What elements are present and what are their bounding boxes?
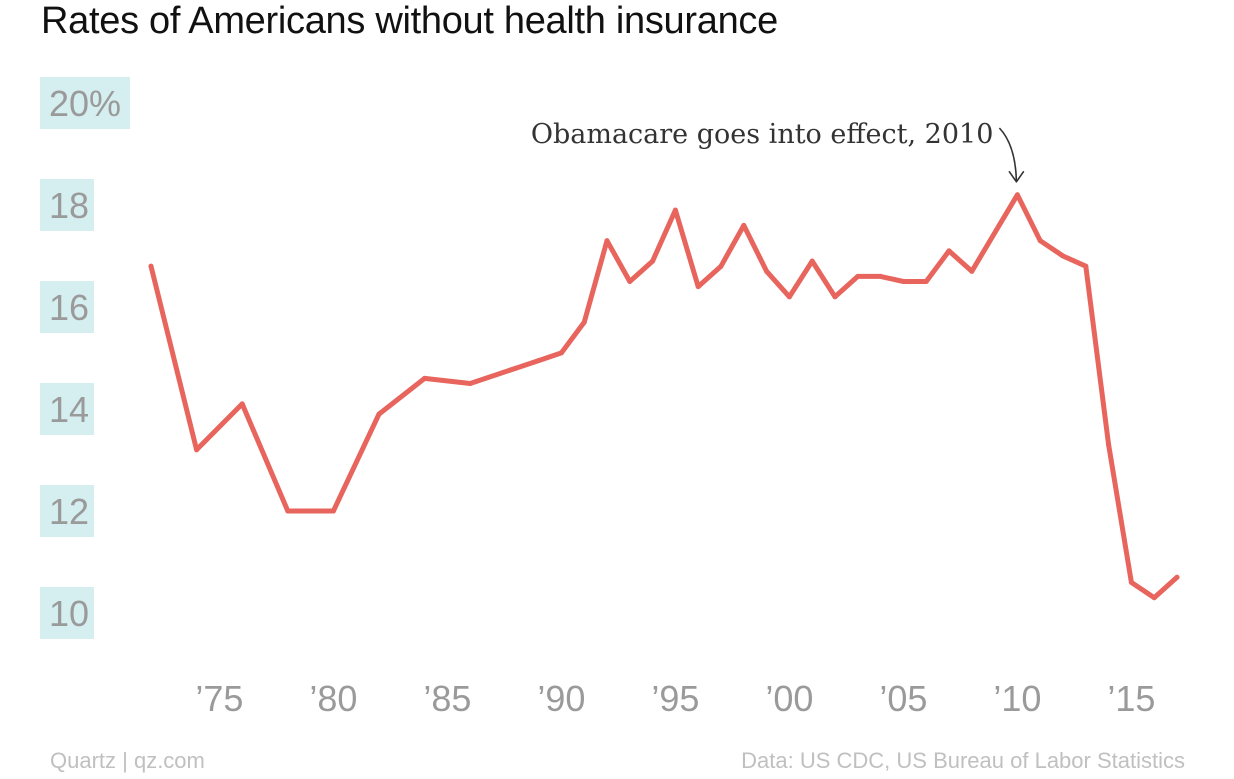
- data-point: [422, 375, 428, 381]
- data-point: [604, 238, 610, 244]
- data-point: [558, 350, 564, 356]
- x-tick-label: ’00: [765, 678, 813, 719]
- data-point: [194, 447, 200, 453]
- y-tick-label: 20%: [49, 83, 121, 124]
- data-point: [1060, 253, 1066, 259]
- data-source: Data: US CDC, US Bureau of Labor Statist…: [741, 748, 1185, 773]
- data-point: [376, 411, 382, 417]
- y-tick-background: [40, 485, 94, 537]
- data-point: [1151, 595, 1157, 601]
- x-tick-label: ’80: [309, 678, 357, 719]
- data-point: [946, 248, 952, 254]
- x-tick-label: ’75: [195, 678, 243, 719]
- data-point: [536, 358, 542, 364]
- y-axis: 20% 18 16 14 12 10: [40, 77, 130, 639]
- annotation-arrow: [998, 127, 1018, 181]
- annotation-layer: Obamacare goes into effect, 2010: [531, 119, 1025, 183]
- data-point: [900, 279, 906, 284]
- data-point: [1037, 238, 1043, 244]
- data-point: [809, 258, 815, 264]
- data-point: [581, 319, 587, 325]
- y-tick-background: [40, 383, 94, 435]
- data-point: [695, 284, 701, 290]
- chart-title: Rates of Americans without health insura…: [41, 0, 778, 42]
- x-tick-label: ’85: [423, 678, 471, 719]
- data-point: [627, 279, 633, 284]
- data-point: [330, 508, 336, 514]
- data-point: [1106, 442, 1112, 448]
- y-tick-background: [40, 179, 94, 231]
- x-tick-label: ’10: [993, 678, 1041, 719]
- data-point: [718, 263, 724, 269]
- x-tick-label: ’05: [879, 678, 927, 719]
- data-point: [285, 508, 291, 514]
- data-point: [1014, 192, 1020, 198]
- y-tick-label: 14: [49, 389, 89, 430]
- y-tick-label: 18: [49, 185, 89, 226]
- data-point: [467, 381, 473, 386]
- data-point: [923, 279, 929, 284]
- x-axis: ’75 ’80 ’85 ’90 ’95 ’00 ’05 ’10 ’15: [195, 678, 1155, 719]
- data-point: [764, 268, 770, 274]
- data-point: [969, 268, 975, 274]
- annotation-arrowhead: [1008, 171, 1025, 183]
- data-point: [650, 258, 656, 264]
- data-point: [832, 294, 838, 300]
- data-point: [148, 263, 154, 269]
- y-tick-label: 16: [49, 287, 89, 328]
- data-point: [786, 294, 792, 300]
- data-point: [878, 273, 884, 279]
- series-line: [148, 192, 1180, 601]
- data-point: [741, 222, 747, 228]
- y-tick-label: 10: [49, 593, 89, 634]
- y-tick-background: [40, 587, 94, 639]
- data-point: [1128, 579, 1134, 585]
- annotation-label: Obamacare goes into effect, 2010: [531, 119, 994, 150]
- x-tick-label: ’95: [651, 678, 699, 719]
- source-credit: Quartz | qz.com: [50, 748, 205, 773]
- data-point: [1174, 574, 1180, 580]
- y-tick-label: 12: [49, 491, 89, 532]
- y-tick-background: [40, 281, 94, 333]
- data-point: [672, 207, 678, 213]
- data-point: [855, 273, 861, 279]
- x-tick-label: ’15: [1107, 678, 1155, 719]
- data-point: [1083, 263, 1089, 269]
- data-point: [239, 401, 245, 407]
- y-tick-background: [40, 77, 130, 129]
- x-tick-label: ’90: [537, 678, 585, 719]
- data-point: [513, 365, 519, 371]
- series-layer: [148, 192, 1180, 601]
